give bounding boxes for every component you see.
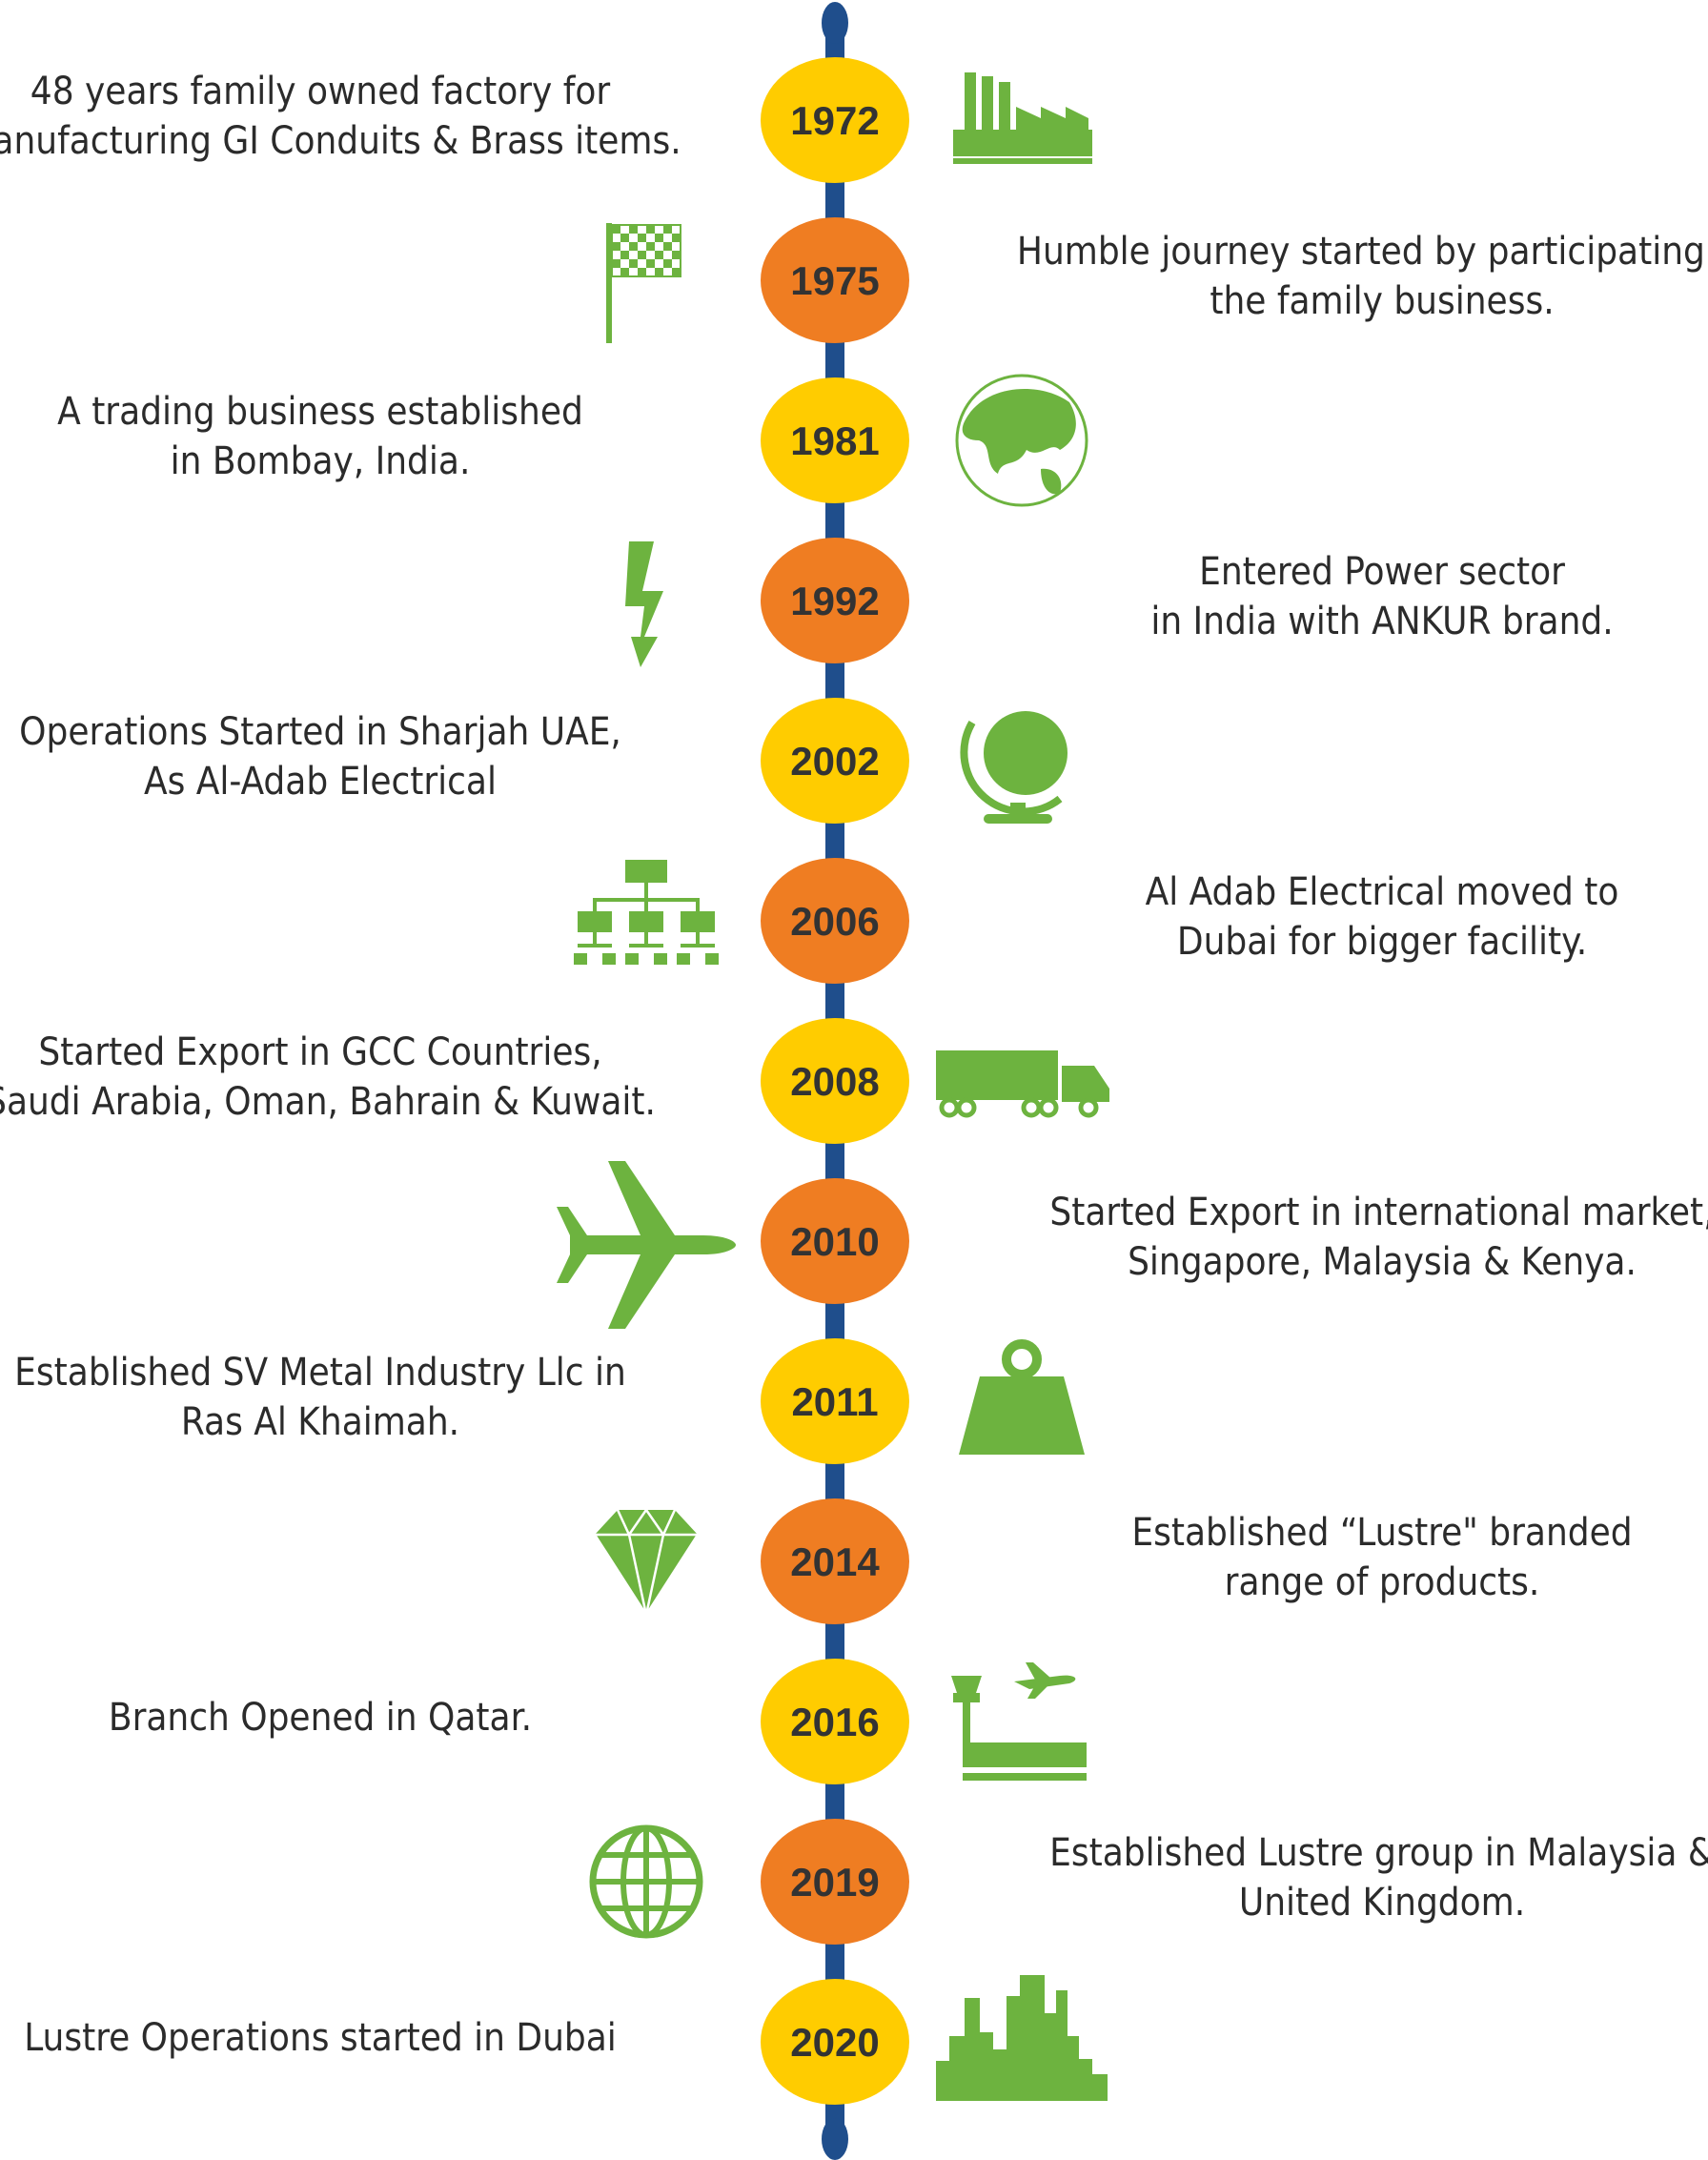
- year-node-2006: 2006: [761, 858, 909, 984]
- event-text-line: Operations Started in Sharjah UAE,: [19, 710, 621, 754]
- year-node-2010: 2010: [761, 1178, 909, 1304]
- year-bubble: [761, 217, 909, 343]
- airport-icon: [951, 1662, 1087, 1781]
- event-text-line: Saudi Arabia, Oman, Bahrain & Kuwait.: [0, 1080, 656, 1124]
- event-text-line: range of products.: [1224, 1560, 1540, 1604]
- event-text-line: Branch Opened in Qatar.: [108, 1696, 533, 1740]
- org-chart-icon: [574, 860, 719, 965]
- desk-globe-icon: [960, 711, 1068, 824]
- event-text-line: Started Export in international market,: [1049, 1191, 1708, 1234]
- year-bubble: [761, 858, 909, 984]
- year-label: 2019: [790, 1860, 879, 1905]
- year-label: 2011: [791, 1379, 878, 1424]
- event-text-line: Humble journey started by participating …: [1016, 230, 1708, 274]
- year-bubble: [761, 1498, 909, 1624]
- event-description-2006: Al Adab Electrical moved to Dubai for big…: [1146, 867, 1619, 967]
- event-description-2010: Started Export in international market, S…: [1049, 1188, 1708, 1287]
- year-bubble: [761, 377, 909, 503]
- city-skyline-icon: [936, 1975, 1108, 2101]
- year-label: 2002: [790, 739, 879, 784]
- year-node-2002: 2002: [761, 698, 909, 824]
- year-node-2020: 2020: [761, 1979, 909, 2105]
- year-label: 2008: [790, 1059, 879, 1104]
- year-label: 2016: [790, 1700, 879, 1744]
- year-node-2019: 2019: [761, 1819, 909, 1945]
- event-text-line: the family business.: [1210, 279, 1555, 323]
- event-description-1981: A trading business established in Bombay,…: [57, 387, 583, 486]
- year-node-1981: 1981: [761, 377, 909, 503]
- event-text-line: in India with ANKUR brand.: [1150, 600, 1614, 643]
- event-description-2016: Branch Opened in Qatar.: [109, 1693, 532, 1742]
- checkered-flag-icon: [606, 223, 681, 343]
- event-text-line: Singapore, Malaysia & Kenya.: [1128, 1240, 1637, 1284]
- year-bubble: [761, 1178, 909, 1304]
- event-description-1992: Entered Power sector in India with ANKUR …: [1150, 547, 1613, 646]
- year-label: 2020: [790, 2020, 879, 2065]
- year-bubble: [761, 1819, 909, 1945]
- year-label: 1972: [790, 98, 879, 143]
- event-description-2019: Established Lustre group in Malaysia & Un…: [1049, 1828, 1708, 1927]
- year-node-1992: 1992: [761, 538, 909, 663]
- event-description-1972: 48 years family owned factory for manufac…: [0, 67, 681, 166]
- year-bubble: [761, 1659, 909, 1784]
- year-bubble: [761, 1338, 909, 1464]
- event-text-line: Established “Lustre" branded: [1131, 1511, 1633, 1555]
- year-bubble: [761, 1018, 909, 1144]
- year-label: 1981: [790, 418, 879, 463]
- year-label: 2010: [790, 1219, 879, 1264]
- event-description-2002: Operations Started in Sharjah UAE, As Al-…: [19, 707, 621, 806]
- world-asia-icon: [955, 374, 1088, 507]
- year-node-2008: 2008: [761, 1018, 909, 1144]
- factory-icon: [953, 72, 1092, 164]
- event-text-line: As Al-Adab Electrical: [144, 760, 497, 804]
- year-node-2016: 2016: [761, 1659, 909, 1784]
- timeline-cap-bottom: [822, 2118, 848, 2160]
- year-node-2014: 2014: [761, 1498, 909, 1624]
- event-description-2014: Established “Lustre" branded range of pro…: [1131, 1508, 1632, 1607]
- timeline-cap-top: [822, 2, 848, 44]
- event-text-line: in Bombay, India.: [170, 439, 471, 483]
- event-text-line: Lustre Operations started in Dubai: [24, 2016, 617, 2060]
- event-text-line: Ras Al Khaimah.: [180, 1400, 460, 1444]
- year-label: 2014: [790, 1539, 880, 1584]
- diamond-icon: [593, 1509, 700, 1618]
- event-description-2008: Started Export in GCC Countries, Saudi Ar…: [0, 1028, 656, 1127]
- year-bubble: [761, 538, 909, 663]
- truck-icon: [936, 1050, 1109, 1118]
- year-bubble: [761, 698, 909, 824]
- year-bubble: [761, 57, 909, 183]
- lightning-bolt-icon: [625, 541, 663, 667]
- event-text-line: Dubai for bigger facility.: [1176, 920, 1588, 964]
- globe-grid-icon: [589, 1824, 703, 1939]
- year-node-1975: 1975: [761, 217, 909, 343]
- event-text-line: Al Adab Electrical moved to: [1145, 870, 1619, 914]
- year-node-1972: 1972: [761, 57, 909, 183]
- year-node-2011: 2011: [761, 1338, 909, 1464]
- year-bubble: [761, 1979, 909, 2105]
- weight-icon: [959, 1339, 1085, 1455]
- event-text-line: A trading business established: [57, 390, 583, 434]
- year-label: 1975: [790, 258, 879, 303]
- year-label: 2006: [790, 899, 879, 944]
- event-description-2011: Established SV Metal Industry Llc in Ras …: [14, 1348, 626, 1447]
- event-text-line: Entered Power sector: [1199, 550, 1565, 594]
- event-description-1975: Humble journey started by participating …: [1017, 227, 1708, 326]
- event-text-line: Established SV Metal Industry Llc in: [14, 1351, 626, 1395]
- event-description-2020: Lustre Operations started in Dubai: [24, 2013, 617, 2063]
- event-text-line: Established Lustre group in Malaysia &: [1049, 1831, 1708, 1875]
- event-text-line: Started Export in GCC Countries,: [38, 1030, 602, 1074]
- year-label: 1992: [790, 579, 879, 623]
- event-text-line: manufacturing GI Conduits & Brass items.: [0, 119, 681, 163]
- airplane-icon: [557, 1161, 736, 1329]
- event-text-line: 48 years family owned factory for: [30, 70, 611, 113]
- event-text-line: United Kingdom.: [1238, 1881, 1526, 1925]
